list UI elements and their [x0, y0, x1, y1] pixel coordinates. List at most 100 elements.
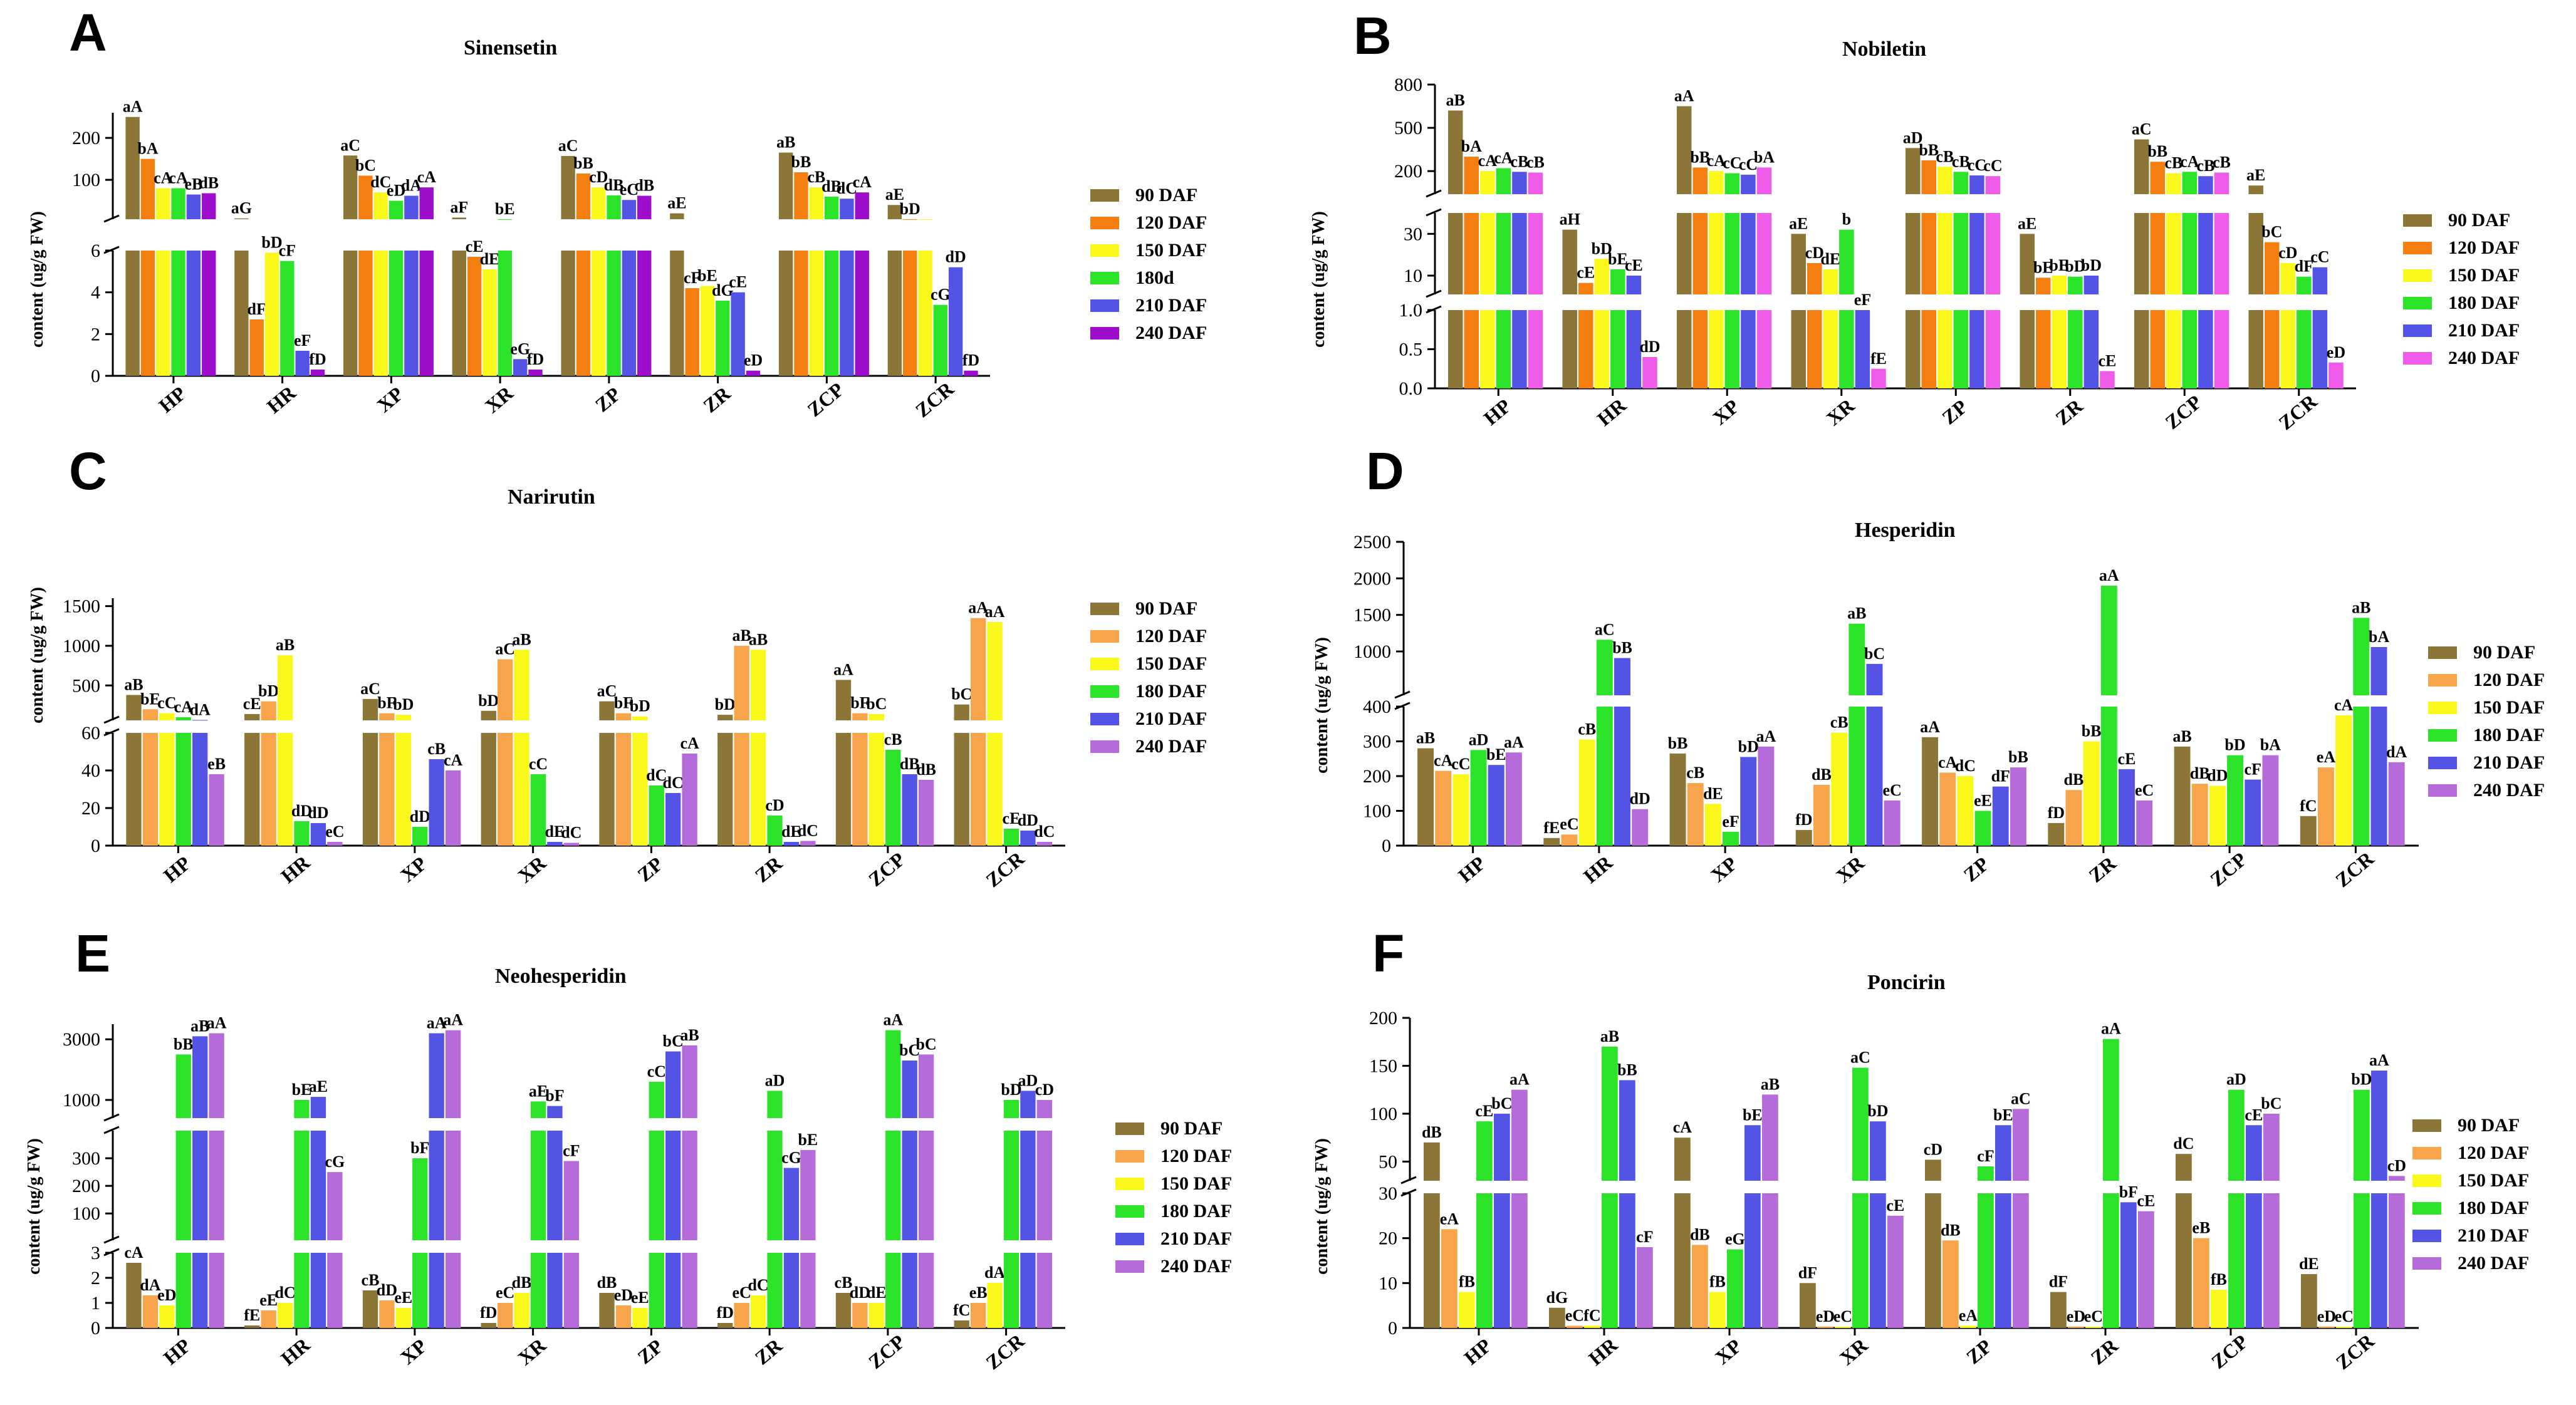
- bar-HP-0: [125, 251, 140, 376]
- significance-label: cB: [1952, 152, 1970, 170]
- significance-label: cA: [1707, 152, 1726, 170]
- bar-XP-2: [1704, 804, 1721, 846]
- bar-ZCR-4: [1020, 1253, 1036, 1328]
- significance-label: cA: [1938, 753, 1958, 771]
- significance-label: dE: [781, 822, 801, 841]
- axis-break-mark: [1400, 1188, 1417, 1197]
- significance-label: bD: [478, 692, 499, 710]
- bar-ZCP-5: [2214, 310, 2229, 388]
- legend-item: 180 DAF: [2428, 722, 2545, 749]
- bar-HP-1: [1464, 310, 1479, 388]
- bar-XR-5: [563, 1253, 580, 1328]
- significance-label: eD: [614, 1286, 633, 1304]
- significance-label: cB: [1936, 147, 1954, 165]
- y-tick-label: 200: [72, 1176, 100, 1196]
- significance-label: fB: [2211, 1270, 2227, 1288]
- bar-HP-0: [1424, 1193, 1440, 1328]
- bar-HR-3: [1610, 310, 1625, 388]
- bar-XR-1: [498, 659, 513, 720]
- bar-HR-2: [277, 655, 293, 720]
- significance-label: dD: [410, 807, 430, 826]
- significance-label: aD: [1469, 730, 1489, 749]
- bar-ZCR-3: [2297, 310, 2312, 388]
- legend-swatch: [2412, 1147, 2441, 1159]
- significance-label: cE: [2245, 1106, 2263, 1124]
- bar-ZP-0: [1905, 213, 1921, 294]
- bar-ZCR-3: [2354, 1089, 2370, 1181]
- legend-swatch: [1090, 244, 1119, 257]
- bar-ZCP-3: [885, 750, 901, 846]
- significance-label: cB: [884, 730, 902, 749]
- x-tick-label: ZP: [1937, 395, 1971, 429]
- axis-break-mark: [103, 1113, 120, 1122]
- bar-XR-4: [547, 842, 563, 846]
- bar-ZCP-4: [2246, 1125, 2262, 1181]
- bar-XP-1: [379, 1300, 395, 1328]
- bar-XR-2: [1835, 1326, 1851, 1328]
- legend-label: 90 DAF: [2448, 210, 2511, 231]
- bar-HP-5: [209, 774, 224, 846]
- bar-XP-1: [379, 713, 395, 720]
- significance-label: aE: [2018, 214, 2036, 232]
- significance-label: cF: [1977, 1147, 1994, 1165]
- significance-label: aD: [1018, 1071, 1038, 1089]
- bar-HP-5: [209, 1253, 224, 1328]
- y-tick-label: 1500: [1353, 605, 1391, 626]
- axis-break-mark: [1394, 690, 1411, 699]
- significance-label: bB: [2147, 142, 2167, 160]
- significance-label: fD: [717, 1304, 734, 1322]
- significance-label: cE: [1003, 809, 1021, 827]
- bar-XP-2: [395, 733, 411, 846]
- significance-label: eD: [1816, 1307, 1835, 1325]
- y-tick-label: 200: [1369, 1008, 1397, 1029]
- significance-label: aE: [2246, 166, 2265, 184]
- chart-canvas: 0.00.51.01030200500800HPaBbAcAcAcBcBHRaH…: [1394, 75, 2356, 434]
- bar-ZCP-5: [918, 1054, 934, 1118]
- bar-HP-4: [186, 194, 201, 219]
- legend-swatch: [1115, 1205, 1144, 1218]
- x-tick-label: HR: [263, 381, 301, 418]
- legend-swatch: [2403, 242, 2432, 254]
- bar-XP-3: [1724, 310, 1740, 388]
- bar-ZP-3: [1953, 213, 1969, 294]
- y-tick-label: 1000: [63, 636, 100, 656]
- bar-ZCP-3: [824, 196, 839, 219]
- significance-label: dB: [604, 176, 624, 194]
- significance-label: aB: [749, 630, 768, 648]
- bar-ZP-3: [607, 195, 621, 219]
- significance-label: dA: [401, 177, 422, 195]
- panel-title: Poncirin: [1867, 971, 1946, 994]
- significance-label: cA: [2180, 152, 2199, 170]
- significance-label: dA: [984, 1263, 1005, 1282]
- bar-HR-3: [1610, 269, 1625, 294]
- bar-ZCR-4: [948, 267, 963, 376]
- bar-ZCP-5: [855, 251, 869, 376]
- bar-HP-0: [1447, 110, 1463, 194]
- panel-letter: B: [1353, 6, 1392, 65]
- significance-label: fC: [1583, 1306, 1600, 1324]
- significance-label: fE: [1870, 350, 1887, 368]
- legend-swatch: [2412, 1230, 2441, 1242]
- bar-ZCP-0: [2134, 139, 2149, 194]
- bar-ZP-3: [1953, 310, 1969, 388]
- significance-label: dB: [2190, 764, 2210, 782]
- bar-XP-5: [445, 770, 461, 846]
- bar-HR-3: [1596, 640, 1613, 695]
- legend-item: 150 DAF: [2412, 1167, 2529, 1195]
- significance-label: fD: [527, 350, 544, 368]
- bar-XP-1: [1692, 310, 1708, 388]
- significance-label: bF: [410, 1139, 429, 1157]
- legend-item: 120 DAF: [1090, 623, 1207, 650]
- significance-label: dG: [712, 281, 734, 299]
- bar-ZR-1: [734, 733, 749, 846]
- significance-label: bE: [697, 267, 717, 285]
- significance-label: dD: [850, 1283, 870, 1302]
- bar-ZP-3: [1974, 811, 1991, 846]
- bar-ZCP-3: [885, 1131, 901, 1240]
- x-tick-label: ZCP: [2207, 1330, 2252, 1373]
- bar-XP-1: [1692, 167, 1708, 194]
- significance-label: bE: [1608, 250, 1628, 268]
- x-tick-label: XR: [513, 1333, 550, 1369]
- x-tick-label: ZCR: [981, 847, 1029, 892]
- bar-HP-2: [159, 733, 175, 846]
